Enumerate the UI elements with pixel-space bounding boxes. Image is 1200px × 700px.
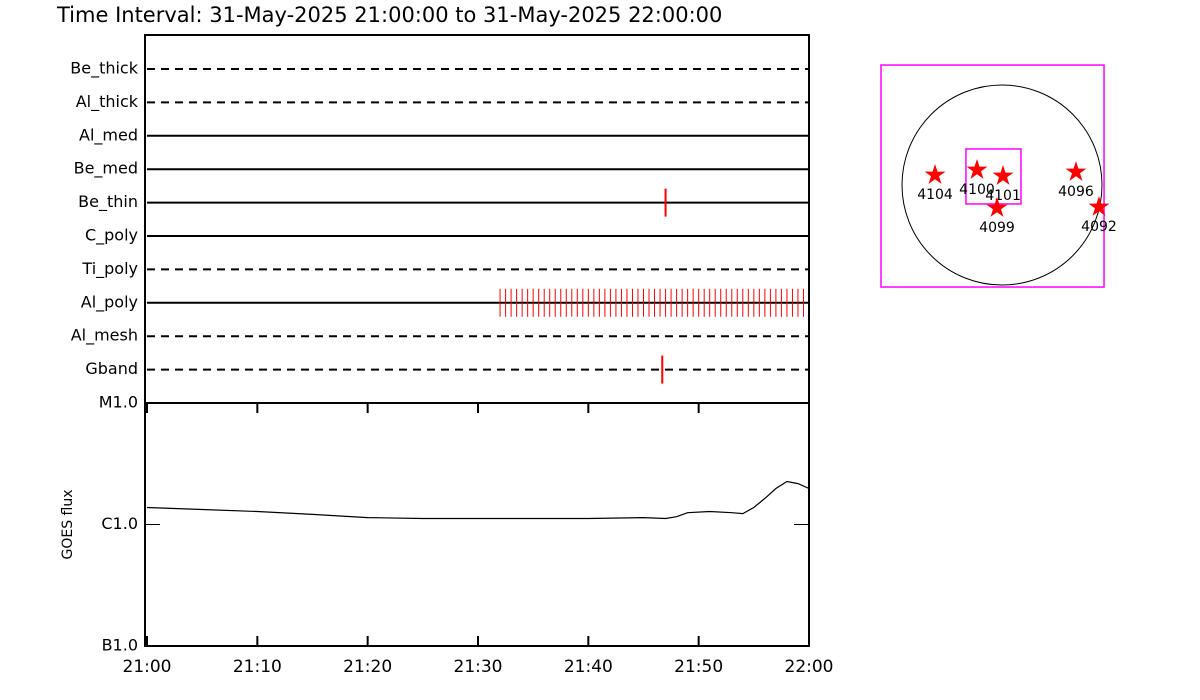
x-tick-label: 21:50: [674, 657, 723, 677]
filter-label: Be_med: [74, 159, 138, 179]
goes-line: [146, 480, 810, 520]
x-tick-label: 21:20: [343, 657, 392, 677]
x-tick-label: 21:30: [454, 657, 503, 677]
region-marker: [1088, 196, 1110, 216]
filter-label: Al_med: [79, 125, 138, 145]
y-tick-label: M1.0: [99, 393, 138, 412]
x-tick-label: 21:00: [123, 657, 172, 677]
region-label: 4104: [917, 187, 953, 203]
x-tick-label: 21:10: [233, 657, 282, 677]
region-label: 4101: [985, 188, 1021, 204]
fov-box: [965, 148, 1022, 205]
region-label: 4096: [1058, 184, 1094, 200]
region-label: 4092: [1081, 219, 1117, 235]
filter-label: Be_thick: [70, 59, 138, 79]
filter-label: Gband: [85, 359, 138, 378]
region-marker: [966, 159, 988, 179]
filter-label: Be_thin: [78, 192, 138, 212]
y-tick-label: B1.0: [102, 636, 138, 655]
x-tick-label: 21:40: [564, 657, 613, 677]
filter-label: Al_poly: [81, 292, 138, 312]
fov-box: [880, 64, 1105, 288]
filter-label: C_poly: [85, 226, 138, 246]
filter-label: Al_thick: [76, 92, 139, 112]
x-tick-label: 22:00: [785, 657, 834, 677]
region-label: 4099: [979, 220, 1015, 236]
title: Time Interval: 31-May-2025 21:00:00 to 3…: [56, 3, 722, 27]
region-marker: [986, 197, 1008, 217]
region-label: 4100: [959, 182, 995, 198]
filter-label: Al_mesh: [71, 326, 138, 346]
region-marker: [1065, 161, 1087, 181]
y-axis-label: GOES flux: [60, 489, 76, 559]
region-marker: [992, 165, 1014, 185]
region-marker: [924, 164, 946, 184]
solar-disk: [901, 84, 1103, 286]
y-tick-label: C1.0: [101, 514, 138, 533]
filter-label: Ti_poly: [81, 259, 138, 279]
